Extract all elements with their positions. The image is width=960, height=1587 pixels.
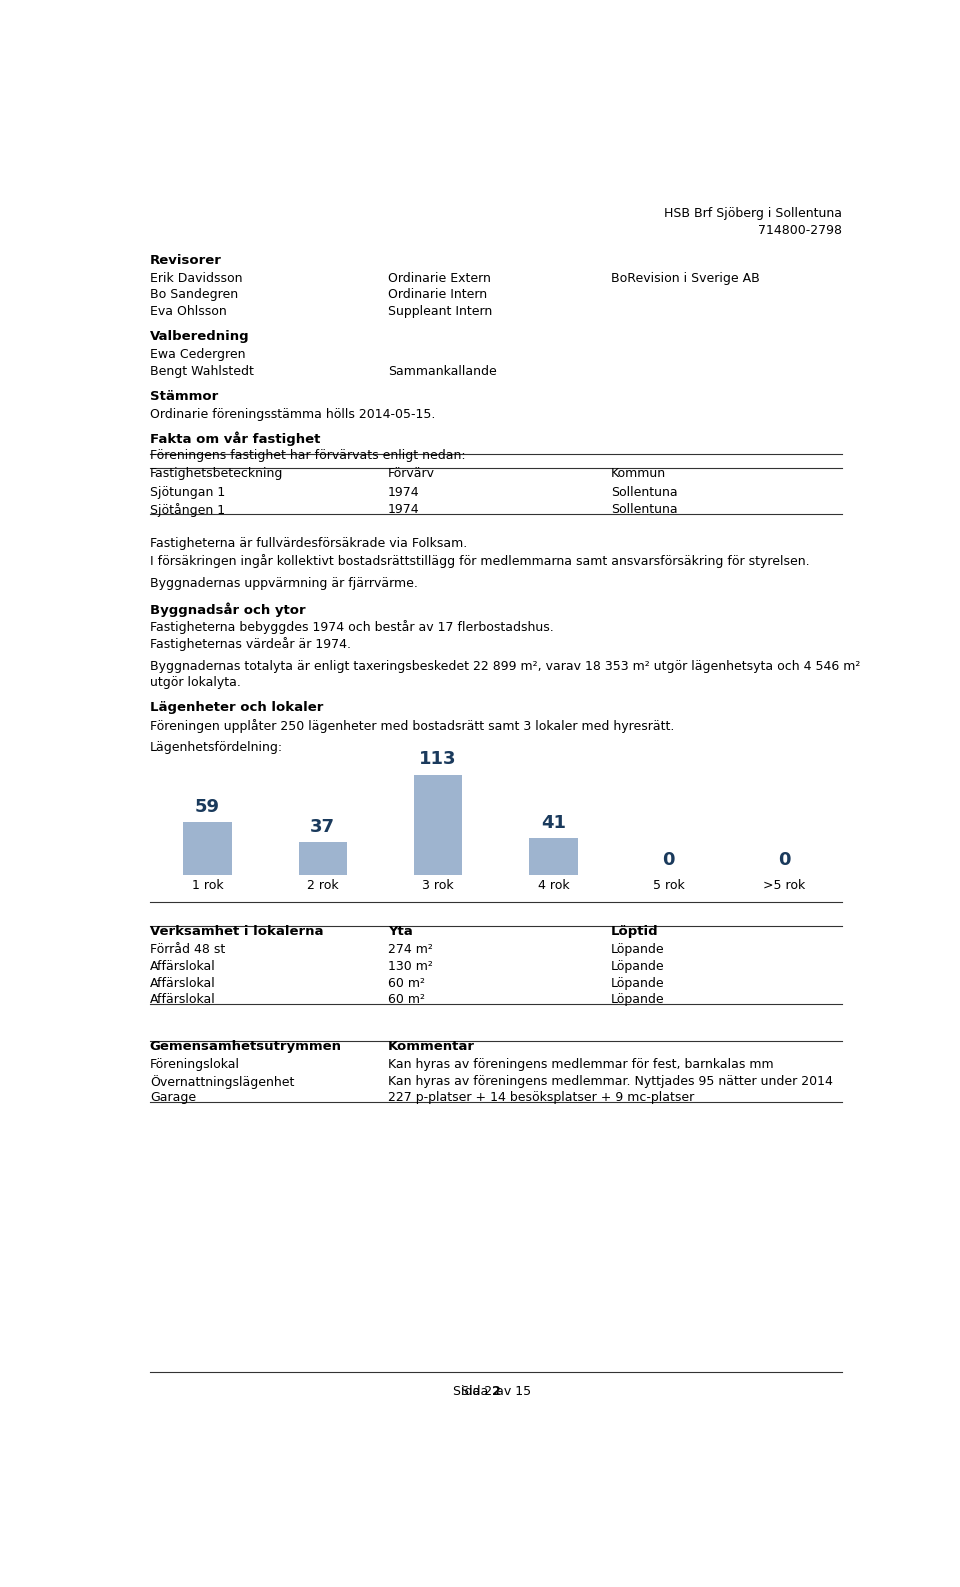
Text: Sammankallande: Sammankallande: [388, 365, 496, 378]
Text: Löptid: Löptid: [611, 925, 659, 938]
Text: Ordinarie Intern: Ordinarie Intern: [388, 289, 487, 302]
Text: 2: 2: [492, 1385, 501, 1398]
Text: Sollentuna: Sollentuna: [611, 486, 678, 498]
Text: I försäkringen ingår kollektivt bostadsrättstillägg för medlemmarna samt ansvars: I försäkringen ingår kollektivt bostadsr…: [150, 554, 809, 568]
Text: Fastigheterna bebyggdes 1974 och består av 17 flerbostadshus.: Fastigheterna bebyggdes 1974 och består …: [150, 621, 554, 635]
Text: Affärslokal: Affärslokal: [150, 960, 215, 973]
Text: Affärslokal: Affärslokal: [150, 976, 215, 990]
Text: 60 m²: 60 m²: [388, 976, 425, 990]
Text: Löpande: Löpande: [611, 976, 664, 990]
Text: Bengt Wahlstedt: Bengt Wahlstedt: [150, 365, 253, 378]
Text: Fastighetsbeteckning: Fastighetsbeteckning: [150, 467, 283, 481]
Text: Lägenhetsfördelning:: Lägenhetsfördelning:: [150, 741, 283, 754]
Text: Yta: Yta: [388, 925, 413, 938]
Text: 714800-2798: 714800-2798: [757, 224, 842, 236]
Text: Verksamhet i lokalerna: Verksamhet i lokalerna: [150, 925, 324, 938]
Text: 1 rok: 1 rok: [192, 879, 224, 892]
Text: Förvärv: Förvärv: [388, 467, 435, 481]
Text: Fakta om vår fastighet: Fakta om vår fastighet: [150, 432, 320, 446]
Text: 59: 59: [195, 798, 220, 816]
Text: 4 rok: 4 rok: [538, 879, 569, 892]
Text: Förråd 48 st: Förråd 48 st: [150, 944, 225, 957]
Text: Sida 2 av 15: Sida 2 av 15: [453, 1385, 531, 1398]
Text: 0: 0: [778, 851, 790, 868]
Text: Ordinarie Extern: Ordinarie Extern: [388, 271, 491, 286]
Text: 227 p-platser + 14 besöksplatser + 9 mc-platser: 227 p-platser + 14 besöksplatser + 9 mc-…: [388, 1092, 694, 1105]
Bar: [183, 822, 231, 874]
Text: Erik Davidsson: Erik Davidsson: [150, 271, 242, 286]
Text: 60 m²: 60 m²: [388, 993, 425, 1006]
Text: 0: 0: [662, 851, 675, 868]
Text: 5 rok: 5 rok: [653, 879, 684, 892]
Text: Garage: Garage: [150, 1092, 196, 1105]
Text: >5 rok: >5 rok: [763, 879, 805, 892]
Text: Eva Ohlsson: Eva Ohlsson: [150, 305, 227, 317]
Text: Föreningen upplåter 250 lägenheter med bostadsrätt samt 3 lokaler med hyresrätt.: Föreningen upplåter 250 lägenheter med b…: [150, 719, 674, 733]
Text: Kan hyras av föreningens medlemmar. Nyttjades 95 nätter under 2014: Kan hyras av föreningens medlemmar. Nytt…: [388, 1074, 832, 1087]
Text: Löpande: Löpande: [611, 993, 664, 1006]
Text: Fastigheterna är fullvärdesförsäkrade via Folksam.: Fastigheterna är fullvärdesförsäkrade vi…: [150, 538, 467, 551]
Text: 113: 113: [420, 751, 457, 768]
Text: Ordinarie föreningsstämma hölls 2014-05-15.: Ordinarie föreningsstämma hölls 2014-05-…: [150, 408, 435, 421]
Text: Byggnadernas uppvärmning är fjärrvärme.: Byggnadernas uppvärmning är fjärrvärme.: [150, 578, 418, 590]
Text: Övernattningslägenhet: Övernattningslägenhet: [150, 1074, 294, 1089]
Text: Kommun: Kommun: [611, 467, 666, 481]
Text: Föreningens fastighet har förvärvats enligt nedan:: Föreningens fastighet har förvärvats enl…: [150, 449, 466, 462]
Text: Ewa Cedergren: Ewa Cedergren: [150, 348, 245, 362]
Text: 37: 37: [310, 817, 335, 836]
Text: Byggnadernas totalyta är enligt taxeringsbeskedet 22 899 m², varav 18 353 m² utg: Byggnadernas totalyta är enligt taxering…: [150, 660, 860, 673]
Text: 3 rok: 3 rok: [422, 879, 454, 892]
Text: Suppleant Intern: Suppleant Intern: [388, 305, 492, 317]
Text: utgör lokalyta.: utgör lokalyta.: [150, 676, 241, 689]
Text: 274 m²: 274 m²: [388, 944, 433, 957]
Text: Affärslokal: Affärslokal: [150, 993, 215, 1006]
Text: Sjötången 1: Sjötången 1: [150, 503, 225, 517]
Text: Sida: Sida: [461, 1385, 492, 1398]
Text: Byggnadsår och ytor: Byggnadsår och ytor: [150, 601, 305, 616]
Text: Föreningslokal: Föreningslokal: [150, 1059, 240, 1071]
Text: Löpande: Löpande: [611, 944, 664, 957]
Text: Löpande: Löpande: [611, 960, 664, 973]
Text: Sollentuna: Sollentuna: [611, 503, 678, 516]
Text: Lägenheter och lokaler: Lägenheter och lokaler: [150, 701, 324, 714]
Bar: [299, 843, 347, 874]
Text: Stämmor: Stämmor: [150, 389, 218, 403]
Text: HSB Brf Sjöberg i Sollentuna: HSB Brf Sjöberg i Sollentuna: [663, 208, 842, 221]
Text: Kommentar: Kommentar: [388, 1039, 475, 1052]
Bar: [414, 774, 463, 874]
Text: BoRevision i Sverige AB: BoRevision i Sverige AB: [611, 271, 759, 286]
Text: Bo Sandegren: Bo Sandegren: [150, 289, 238, 302]
Bar: [529, 838, 578, 874]
Text: 41: 41: [540, 814, 565, 832]
Text: Valberedning: Valberedning: [150, 330, 250, 343]
Text: 1974: 1974: [388, 486, 420, 498]
Text: 2 rok: 2 rok: [307, 879, 339, 892]
Text: Sjötungan 1: Sjötungan 1: [150, 486, 225, 498]
Text: 130 m²: 130 m²: [388, 960, 433, 973]
Text: 1974: 1974: [388, 503, 420, 516]
Text: Fastigheternas värdeår är 1974.: Fastigheternas värdeår är 1974.: [150, 636, 350, 651]
Text: Revisorer: Revisorer: [150, 254, 222, 267]
Text: Gemensamhetsutrymmen: Gemensamhetsutrymmen: [150, 1039, 342, 1052]
Text: Kan hyras av föreningens medlemmar för fest, barnkalas mm: Kan hyras av föreningens medlemmar för f…: [388, 1059, 774, 1071]
